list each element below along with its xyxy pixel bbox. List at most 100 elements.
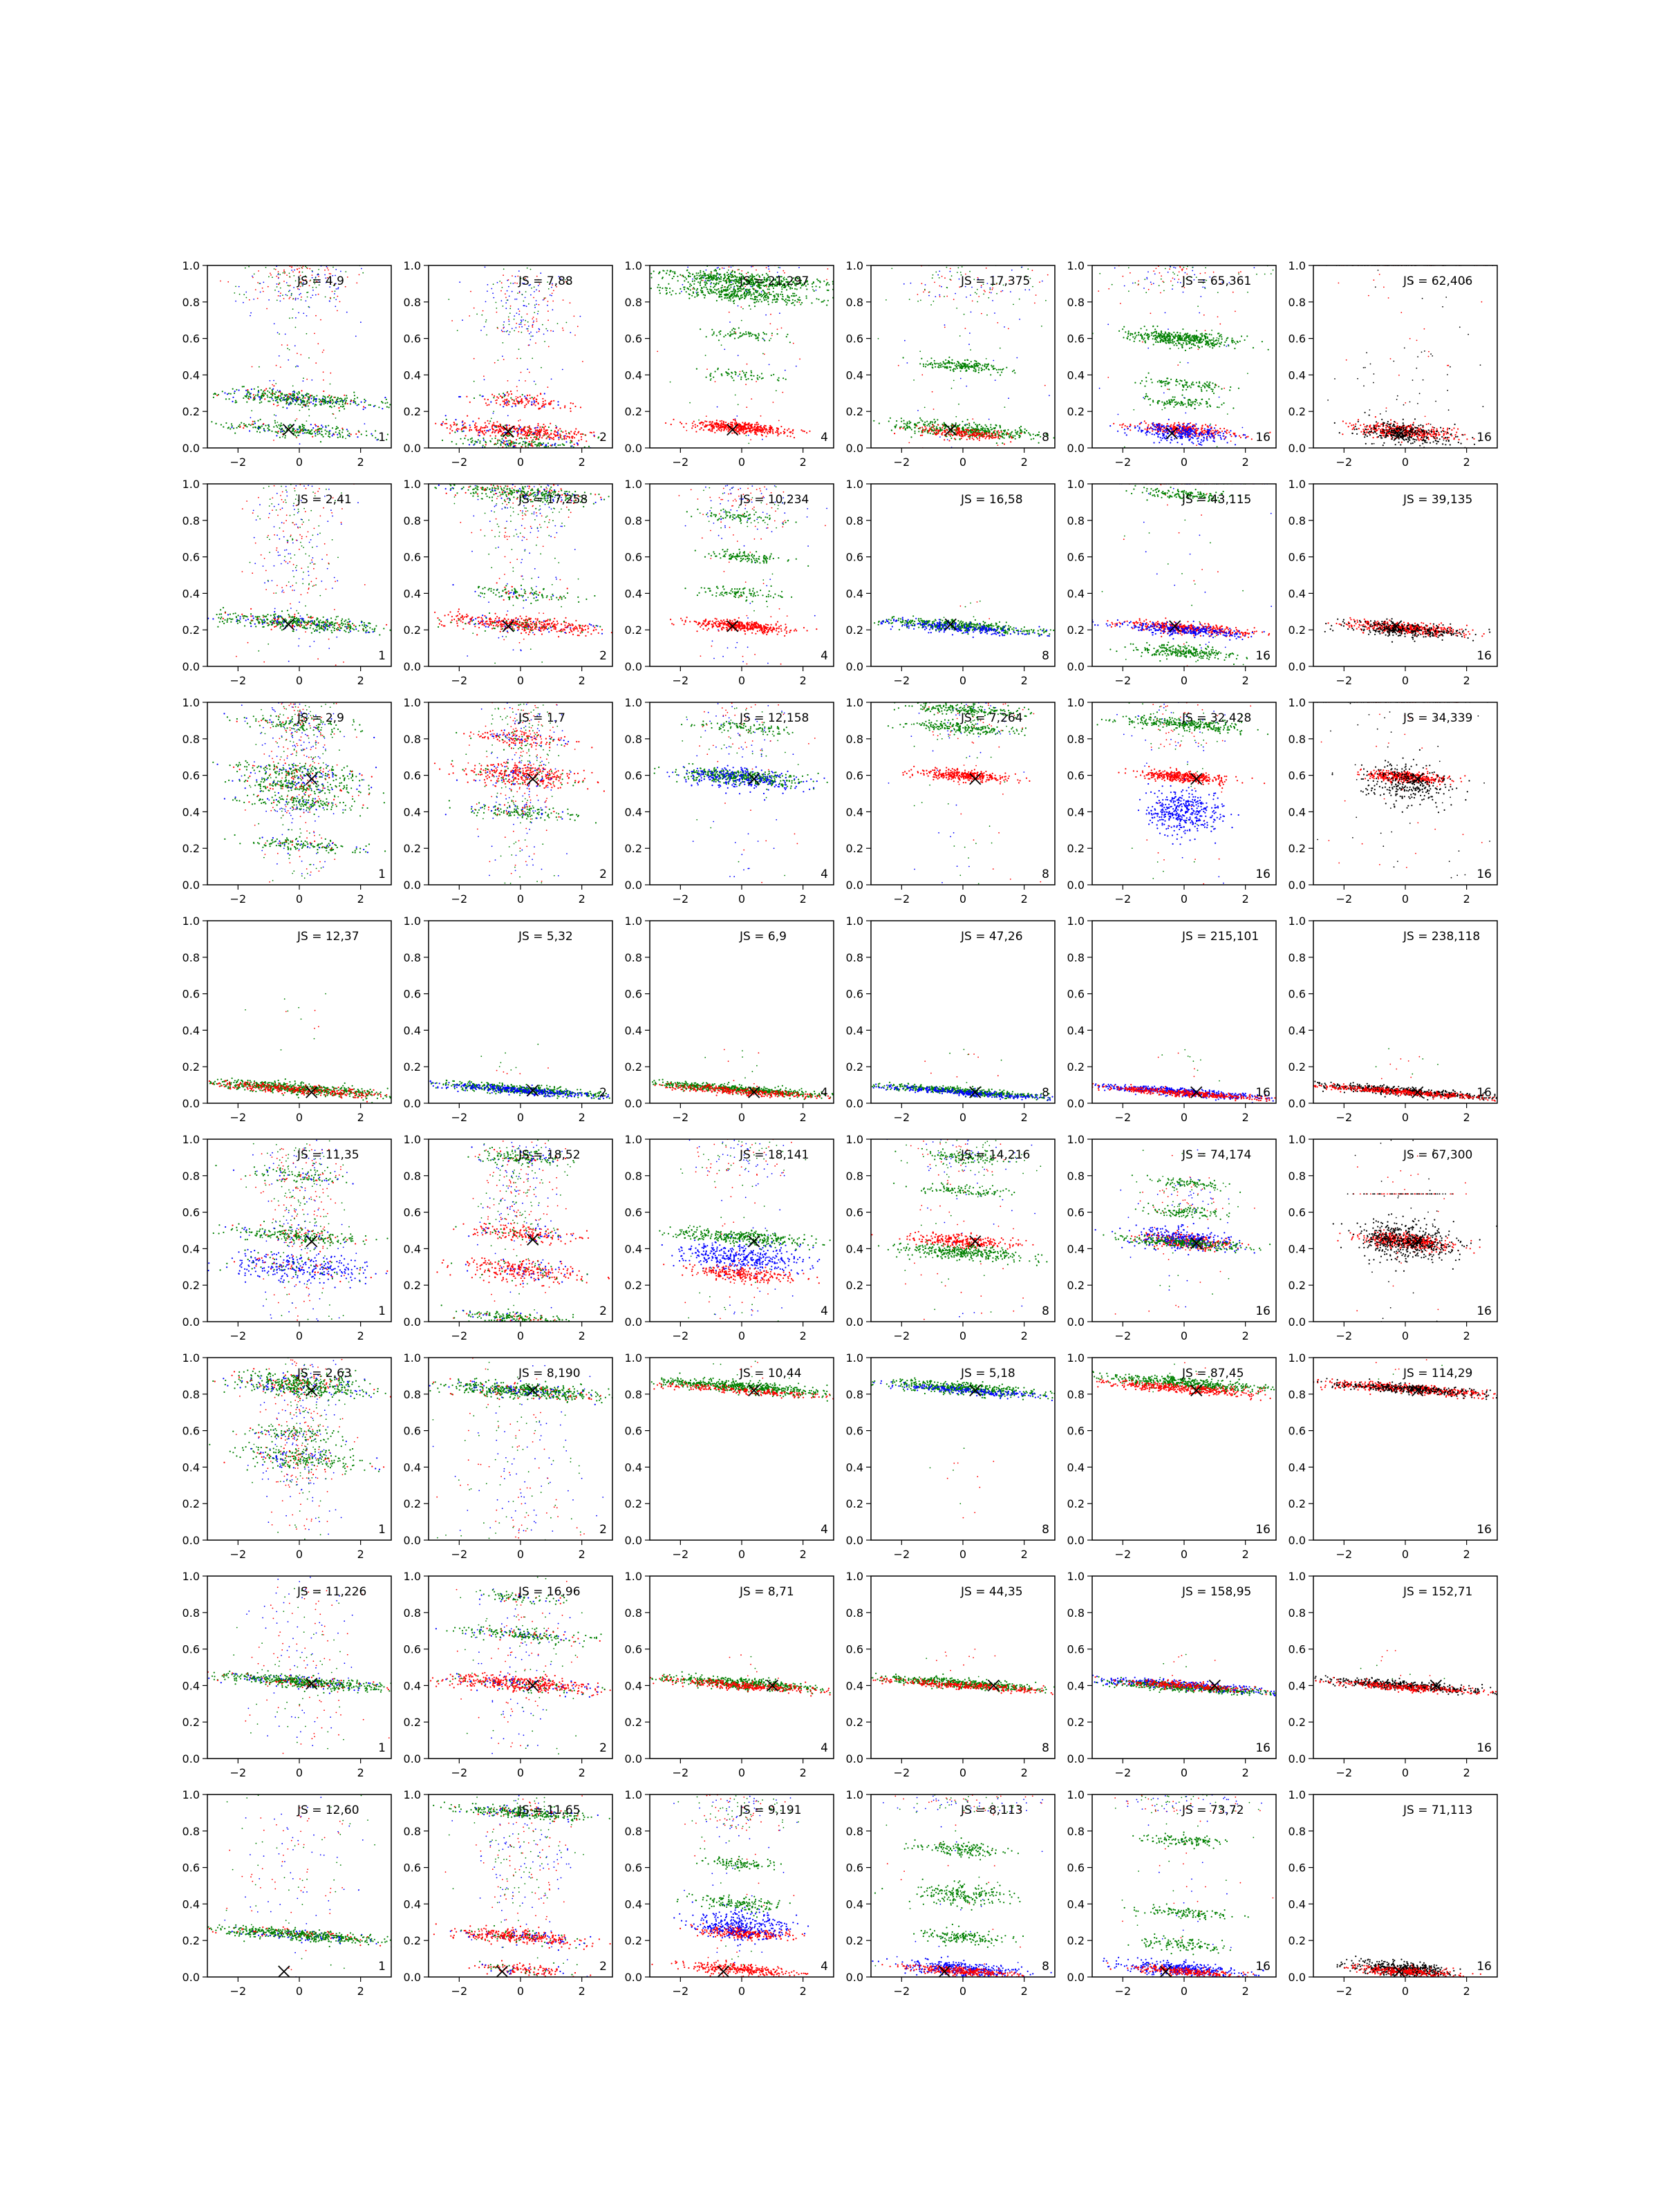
- scatter-point: [570, 431, 572, 433]
- scatter-point: [740, 378, 742, 380]
- scatter-point: [719, 333, 721, 335]
- scatter-point: [1182, 291, 1184, 293]
- scatter-point: [534, 436, 536, 438]
- scatter-point: [537, 310, 539, 312]
- scatter-point: [770, 293, 772, 296]
- scatter-point: [469, 315, 471, 317]
- scatter-point: [524, 305, 525, 307]
- y-tick-label: 1.0: [846, 259, 863, 272]
- scatter-point: [740, 335, 742, 337]
- scatter-point: [988, 292, 991, 293]
- scatter-point: [758, 334, 760, 336]
- scatter-point: [744, 295, 746, 297]
- scatter-point: [227, 427, 229, 429]
- scatter-point: [718, 281, 720, 283]
- scatter-point: [297, 429, 299, 431]
- scatter-point: [301, 285, 303, 287]
- scatter-point: [968, 435, 971, 437]
- scatter-point: [276, 299, 278, 301]
- scatter-point: [957, 272, 958, 273]
- scatter-point: [327, 276, 328, 279]
- scatter-point: [535, 384, 536, 385]
- scatter-point: [754, 282, 756, 284]
- scatter-point: [324, 397, 326, 399]
- panel-corner-label: 4: [821, 431, 828, 444]
- scatter-point: [525, 397, 527, 400]
- scatter-point: [325, 433, 327, 435]
- scatter-point: [529, 429, 532, 431]
- scatter-point: [467, 439, 469, 441]
- scatter-point: [785, 298, 787, 300]
- scatter-point: [233, 427, 235, 429]
- scatter-point: [742, 332, 744, 335]
- scatter-point: [1150, 281, 1152, 283]
- scatter-point: [544, 341, 545, 342]
- scatter-point: [288, 359, 290, 361]
- scatter-point: [455, 419, 457, 421]
- scatter-point: [783, 276, 785, 279]
- scatter-point: [357, 430, 359, 432]
- scatter-point: [715, 289, 718, 291]
- x-tick-label: 2: [579, 456, 585, 469]
- scatter-point: [225, 398, 227, 400]
- scatter-point: [789, 341, 791, 344]
- scatter-point: [345, 400, 348, 402]
- scatter-point: [292, 317, 293, 319]
- scatter-point: [512, 441, 514, 443]
- scatter-point: [336, 398, 338, 400]
- scatter-point: [555, 431, 558, 433]
- scatter-point: [268, 400, 270, 402]
- scatter-point: [273, 440, 274, 441]
- scatter-point: [687, 266, 688, 268]
- scatter-point: [337, 288, 339, 290]
- scatter-point: [1160, 292, 1161, 294]
- scatter-point: [493, 297, 495, 299]
- scatter-point: [668, 283, 670, 285]
- scatter-point: [1039, 281, 1040, 283]
- scatter-point: [968, 427, 970, 429]
- scatter-point: [234, 292, 236, 294]
- scatter-point: [988, 418, 990, 420]
- scatter-point: [983, 368, 985, 371]
- scatter-point: [906, 421, 908, 423]
- scatter-point: [493, 422, 495, 424]
- scatter-point: [1179, 267, 1181, 268]
- scatter-point: [289, 276, 291, 277]
- scatter-point: [994, 430, 996, 432]
- scatter-point: [1216, 446, 1218, 448]
- scatter-point: [305, 279, 307, 281]
- scatter-point: [740, 427, 742, 429]
- scatter-point: [990, 436, 992, 438]
- scatter-point: [737, 288, 739, 290]
- scatter-point: [518, 442, 520, 444]
- scatter-point: [485, 444, 487, 446]
- scatter-point: [221, 391, 223, 393]
- scatter-point: [750, 294, 752, 297]
- scatter-point: [928, 429, 930, 432]
- scatter-point: [704, 274, 707, 276]
- scatter-point: [262, 290, 264, 292]
- scatter-point: [891, 268, 893, 270]
- scatter-point: [744, 373, 747, 376]
- scatter-point: [248, 391, 250, 393]
- scatter-point: [328, 394, 330, 397]
- scatter-point: [527, 431, 529, 433]
- scatter-point: [729, 294, 731, 297]
- scatter-point: [507, 400, 509, 402]
- scatter-point: [711, 425, 713, 427]
- scatter-point: [748, 305, 750, 307]
- scatter-point: [272, 276, 273, 279]
- scatter-point: [1183, 266, 1185, 268]
- scatter-point: [510, 440, 512, 442]
- scatter-point: [281, 427, 283, 429]
- scatter-point: [325, 277, 327, 279]
- scatter-point: [523, 427, 525, 429]
- scatter-point: [483, 326, 485, 328]
- scatter-point: [930, 357, 932, 359]
- scatter-point: [953, 362, 955, 364]
- scatter-point: [279, 300, 281, 302]
- scatter-point: [504, 431, 506, 433]
- scatter-point: [966, 297, 967, 298]
- scatter-point: [728, 311, 730, 313]
- scatter-point: [771, 332, 773, 335]
